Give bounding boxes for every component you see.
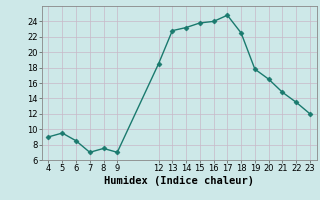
X-axis label: Humidex (Indice chaleur): Humidex (Indice chaleur): [104, 176, 254, 186]
